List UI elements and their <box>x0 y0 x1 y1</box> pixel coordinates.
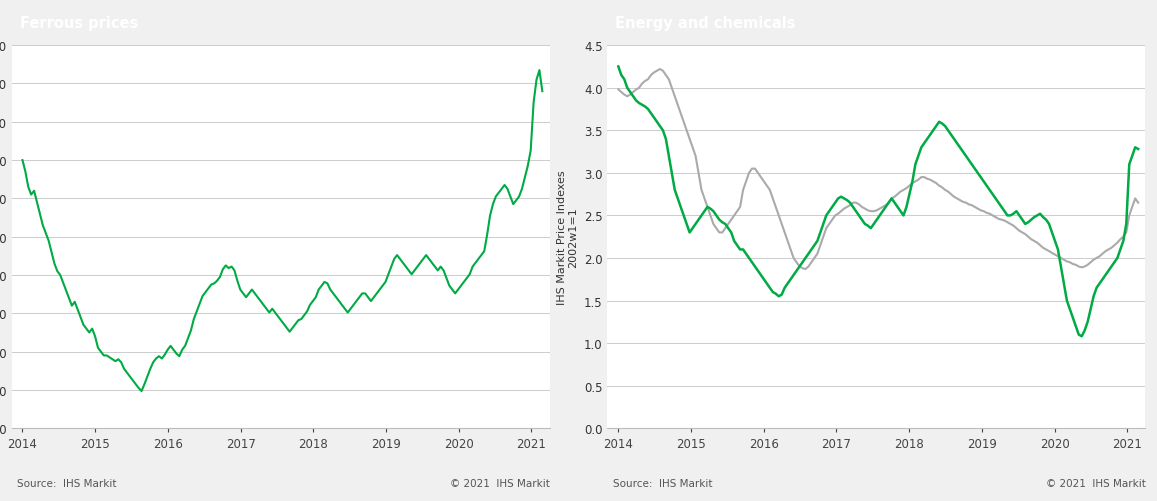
Text: Ferrous prices: Ferrous prices <box>20 16 138 31</box>
Text: Source:  IHS Markit: Source: IHS Markit <box>17 478 117 488</box>
Text: © 2021  IHS Markit: © 2021 IHS Markit <box>1046 478 1145 488</box>
Text: Energy and chemicals: Energy and chemicals <box>616 16 796 31</box>
Text: © 2021  IHS Markit: © 2021 IHS Markit <box>450 478 550 488</box>
Y-axis label: IHS Markit Price Indexes
2002w1=1: IHS Markit Price Indexes 2002w1=1 <box>557 170 578 305</box>
Text: Source:  IHS Markit: Source: IHS Markit <box>613 478 713 488</box>
